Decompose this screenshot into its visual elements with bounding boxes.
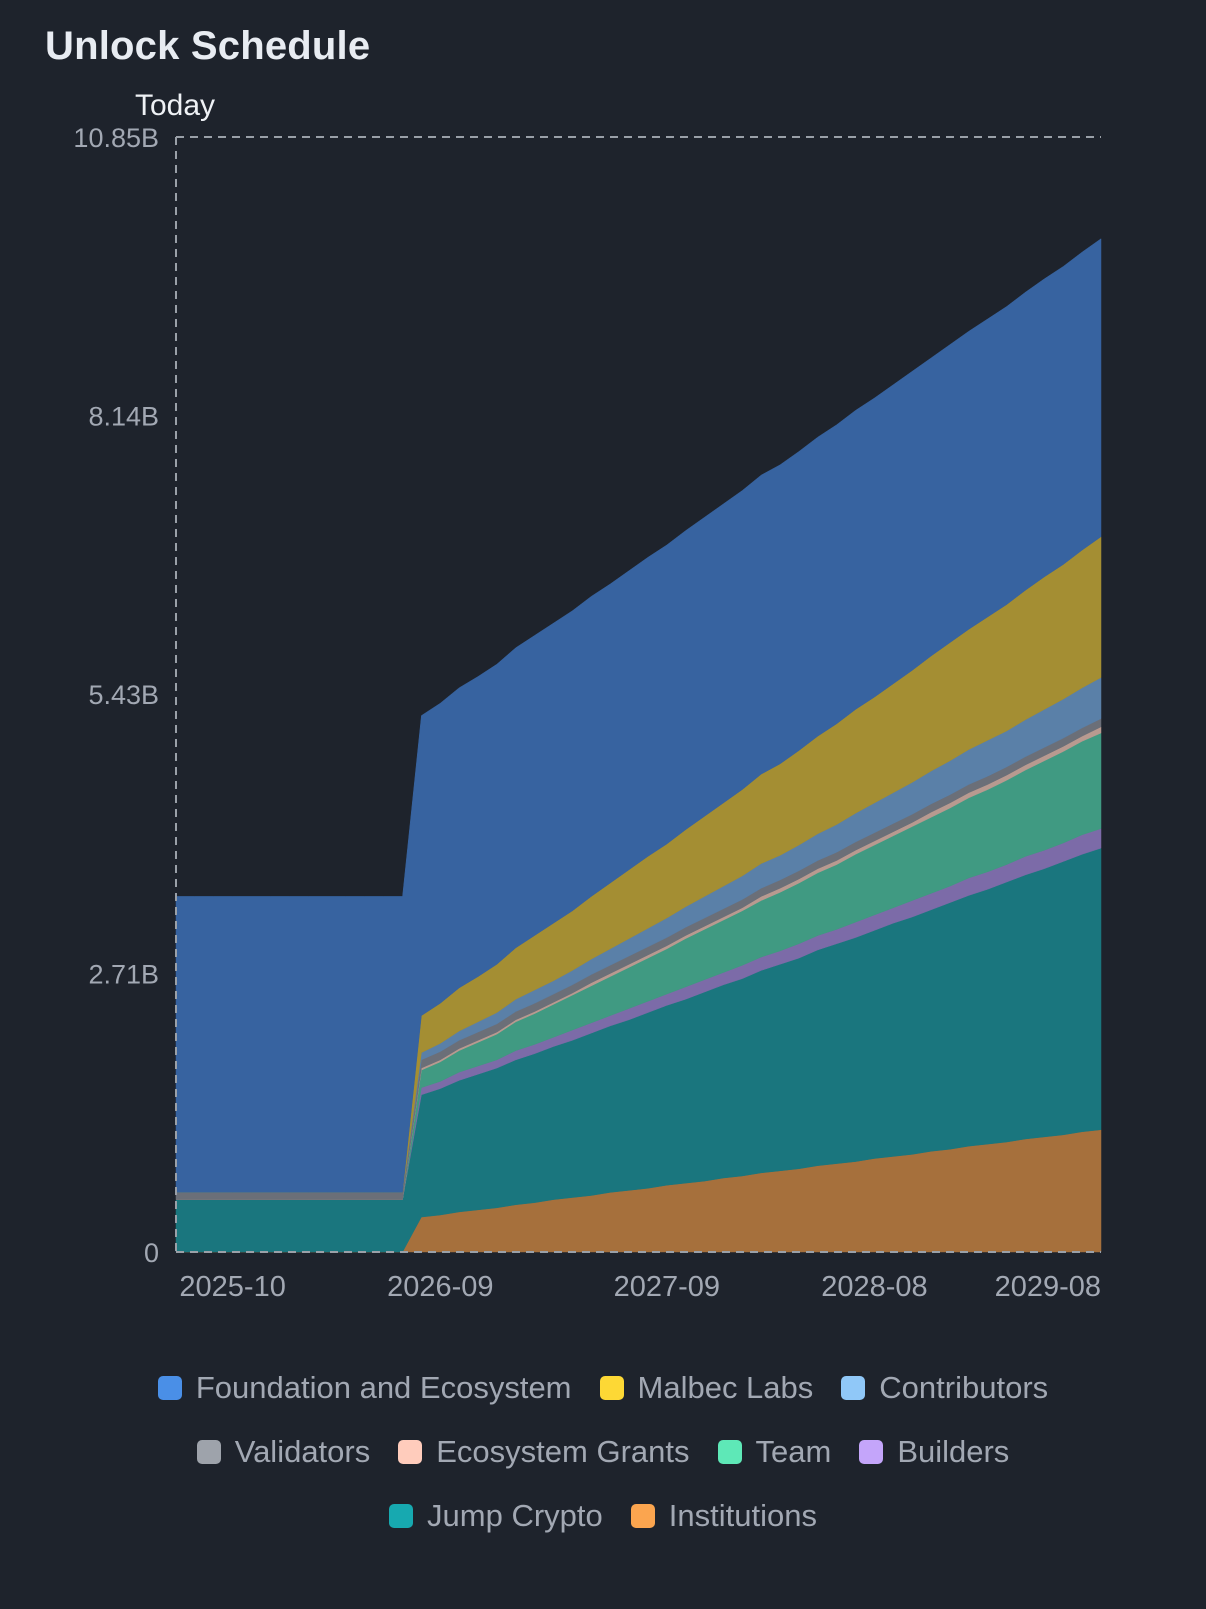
legend-item-foundation-and-ecosystem[interactable]: Foundation and Ecosystem [157,1370,572,1406]
y-tick-label: 5.43B [88,680,159,710]
x-tick-label: 2028-08 [821,1271,927,1303]
y-tick-label: 8.14B [88,401,159,431]
legend-swatch [398,1440,423,1464]
legend-item-ecosystem-grants[interactable]: Ecosystem Grants [398,1434,690,1470]
legend-row: Jump Crypto Institutions [0,1484,1206,1548]
legend-row: Validators Ecosystem Grants Team Builders [0,1420,1206,1484]
y-tick-label: 10.85B [73,123,159,153]
legend-swatch [630,1504,655,1528]
legend-label: Builders [897,1434,1010,1469]
x-tick-label: 2029-08 [995,1271,1101,1303]
legend-swatch [841,1376,866,1400]
legend-item-builders[interactable]: Builders [859,1434,1009,1470]
legend-swatch [859,1440,884,1464]
legend-label: Team [755,1434,832,1469]
legend-item-validators[interactable]: Validators [196,1434,371,1470]
legend-swatch [157,1376,182,1400]
chart-title: Unlock Schedule [45,24,371,68]
legend-label: Institutions [668,1498,817,1533]
unlock-schedule-chart: 0 2.71B 5.43B 8.14B 10.85B 2025-10 2026-09 2027… [73,89,1102,1303]
legend-swatch [196,1440,221,1464]
legend-label: Malbec Labs [637,1370,814,1405]
axes: 0 2.71B 5.43B 8.14B 10.85B 2025-10 2026-09 2027… [73,123,1101,1303]
y-tick-label: 0 [144,1238,159,1268]
legend-label: Jump Crypto [427,1498,603,1533]
x-tick-label: 2027-09 [614,1271,720,1303]
legend-item-team[interactable]: Team [717,1434,832,1470]
legend-label: Contributors [879,1370,1049,1405]
y-tick-label: 2.71B [88,960,159,990]
today-marker-label: Today [135,89,215,122]
legend-item-institutions[interactable]: Institutions [630,1498,817,1534]
legend-swatch [599,1376,624,1400]
legend-label: Validators [234,1434,371,1469]
legend-item-jump-crypto[interactable]: Jump Crypto [389,1498,603,1534]
area-foundation-and-ecosystem [175,238,1102,1193]
legend-label: Foundation and Ecosystem [195,1370,572,1405]
stacked-areas [175,238,1102,1253]
x-tick-label: 2025-10 [179,1271,285,1303]
legend-swatch [389,1504,414,1528]
legend-row: Foundation and Ecosystem Malbec Labs Contr… [0,1356,1206,1420]
x-tick-label: 2026-09 [387,1271,493,1303]
legend-swatch [717,1440,742,1464]
legend-item-malbec-labs[interactable]: Malbec Labs [599,1370,814,1406]
legend-item-contributors[interactable]: Contributors [841,1370,1048,1406]
legend-label: Ecosystem Grants [436,1434,690,1469]
chart-legend: Foundation and Ecosystem Malbec Labs Contr… [0,1356,1206,1548]
